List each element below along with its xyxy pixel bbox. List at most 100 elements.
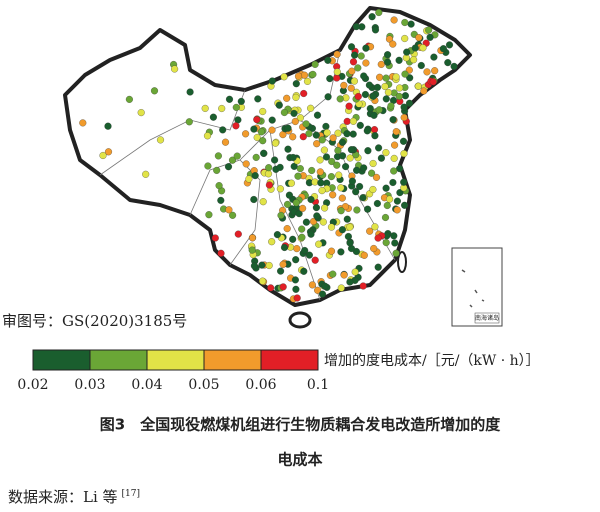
- plant-dot: [313, 111, 322, 119]
- plant-dot: [324, 56, 332, 64]
- plant-dot: [405, 99, 414, 107]
- plant-dot: [345, 102, 353, 110]
- plant-dot: [445, 41, 454, 49]
- plant-dot: [395, 92, 403, 100]
- plant-dot: [305, 130, 313, 138]
- plant-dot: [142, 170, 150, 178]
- plant-dot: [279, 260, 287, 268]
- plant-dot: [366, 227, 374, 235]
- plant-dot: [251, 172, 259, 180]
- plant-dot: [389, 116, 397, 124]
- plant-dot: [389, 178, 397, 187]
- plant-dot: [370, 244, 378, 253]
- plant-dot: [335, 171, 343, 179]
- plant-dot: [271, 156, 279, 164]
- plant-dot: [329, 270, 337, 278]
- plant-dot: [322, 122, 330, 130]
- plant-dot: [313, 140, 321, 148]
- plant-dot: [291, 117, 299, 126]
- plant-dot: [333, 74, 341, 82]
- plant-dot: [252, 153, 260, 161]
- plant-dot: [339, 152, 347, 160]
- plant-dot: [211, 234, 219, 242]
- inset-label-box: [474, 312, 500, 324]
- plant-dot: [291, 276, 299, 284]
- plant-dot: [372, 173, 381, 181]
- plant-dot: [382, 184, 390, 192]
- plant-dot: [276, 185, 284, 193]
- plant-dot: [430, 53, 438, 61]
- plant-dot: [336, 95, 344, 103]
- source-ref: [17]: [122, 489, 140, 499]
- plant-dot: [347, 146, 355, 154]
- plant-dot: [337, 207, 345, 215]
- plant-dot: [300, 89, 308, 98]
- plant-dot: [350, 77, 358, 85]
- plant-dot: [234, 230, 242, 238]
- plant-dot: [334, 129, 342, 137]
- plant-dot: [250, 125, 258, 133]
- plant-dot: [277, 267, 285, 275]
- plant-dot: [150, 87, 159, 95]
- plant-dot: [365, 81, 373, 89]
- plant-dot: [363, 127, 371, 135]
- plant-dot: [284, 145, 292, 153]
- plant-dot: [221, 138, 230, 146]
- plant-dot: [267, 284, 275, 292]
- plant-dot: [259, 277, 267, 285]
- plant-dot: [343, 130, 351, 138]
- plant-dot: [321, 204, 329, 212]
- plant-dot: [329, 191, 337, 199]
- plant-dot: [242, 160, 250, 168]
- plant-dot: [444, 59, 452, 67]
- plant-dot: [374, 263, 382, 271]
- legend-swatch: [146, 349, 205, 371]
- plant-dot: [348, 67, 356, 75]
- plant-dot: [384, 51, 392, 59]
- plant-dot: [303, 77, 312, 85]
- plant-dot: [400, 103, 408, 111]
- plant-dot: [248, 234, 257, 242]
- plant-dot: [308, 281, 316, 289]
- legend-tick-label: 0.02: [17, 377, 48, 393]
- plant-dot: [298, 225, 306, 233]
- plant-dot: [354, 64, 362, 72]
- plant-dot: [371, 26, 380, 34]
- legend-swatch: [32, 349, 91, 371]
- plant-dot: [377, 60, 385, 68]
- plant-dot: [254, 95, 262, 103]
- plant-dot: [356, 182, 364, 191]
- hainan: [288, 311, 312, 329]
- plant-dot: [429, 78, 437, 86]
- plant-dot: [313, 212, 321, 220]
- source-text: 数据来源：Li 等: [8, 488, 118, 506]
- plant-dot: [351, 268, 359, 276]
- plant-dot: [431, 67, 439, 75]
- plant-dot: [321, 282, 329, 290]
- plant-dot: [342, 163, 350, 171]
- plant-dot: [349, 117, 357, 125]
- plant-dot: [205, 211, 213, 219]
- plant-dot: [390, 232, 398, 240]
- plant-dot: [327, 247, 336, 255]
- plant-dot: [368, 169, 376, 177]
- plant-dot: [450, 62, 458, 70]
- caption-line-1: 图3 全国现役燃煤机组进行生物质耦合发电改造所增加的度: [100, 416, 501, 434]
- plant-dots: [79, 8, 458, 303]
- plant-dot: [362, 44, 370, 52]
- plant-dot: [354, 92, 362, 101]
- plant-dot: [301, 246, 309, 255]
- plant-dot: [370, 111, 378, 119]
- plant-dot: [299, 204, 307, 212]
- plant-dot: [360, 72, 368, 80]
- plant-dot: [329, 134, 337, 142]
- plant-dot: [225, 206, 233, 214]
- plant-dot: [360, 164, 368, 172]
- plant-dot: [338, 138, 347, 146]
- approval-number: 审图号：GS(2020)3185号: [2, 312, 187, 330]
- plant-dot: [309, 70, 317, 78]
- plant-dot: [302, 120, 310, 128]
- plant-dot: [337, 284, 345, 292]
- plant-dot: [289, 235, 297, 243]
- plant-dot: [268, 116, 276, 124]
